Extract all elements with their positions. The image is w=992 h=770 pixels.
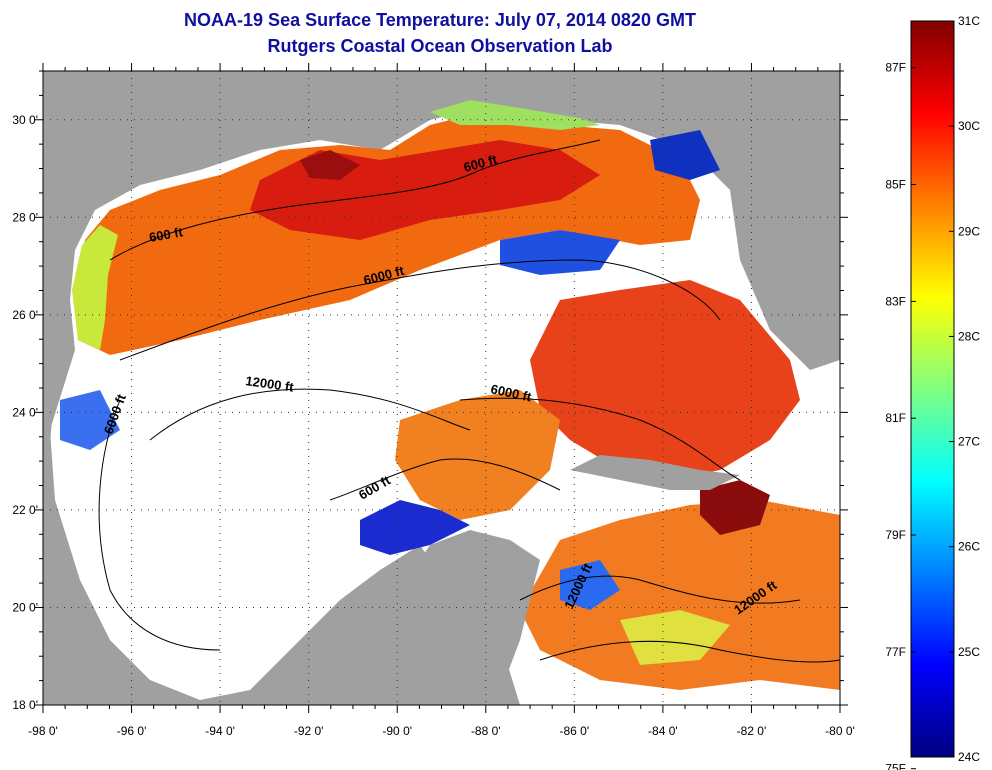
celsius-label: 28C (958, 329, 980, 343)
lat-tick-label: 22 0' (12, 503, 38, 517)
fahrenheit-label: 77F (885, 645, 906, 659)
caribbean-hot (700, 480, 770, 535)
fahrenheit-label: 81F (885, 411, 906, 425)
caribbean-blue (560, 560, 620, 610)
lon-tick-label: -98 0' (28, 724, 58, 738)
yucatan-peninsula (400, 530, 540, 705)
fahrenheit-label: 87F (885, 61, 906, 75)
contour-6000ft-east (459, 397, 741, 481)
contour-6000ft-west (98, 399, 221, 651)
lon-tick-label: -86 0' (560, 724, 590, 738)
lon-tick-label: -96 0' (117, 724, 147, 738)
cool-blue-east (650, 130, 720, 180)
lon-tick-label: -84 0' (648, 724, 678, 738)
fahrenheit-label: 83F (885, 294, 906, 308)
lat-lon-grid (43, 71, 840, 705)
lon-tick-label: -94 0' (205, 724, 235, 738)
lon-tick-label: -90 0' (382, 724, 412, 738)
temperature-colorbar: 31C 30C 29C 28C 27C 26C 25C 24C 87F 85F … (885, 14, 980, 770)
celsius-label: 31C (958, 14, 980, 28)
map-axes: -98 0' -96 0' -94 0' -92 0' -90 0' -88 0… (12, 63, 855, 738)
lon-tick-label: -88 0' (471, 724, 501, 738)
celsius-label: 30C (958, 119, 980, 133)
lat-tick-label: 28 0' (12, 210, 38, 224)
caribbean-warm (520, 500, 840, 690)
lat-tick-label: 20 0' (12, 600, 38, 614)
contour-caribbean-a (519, 575, 801, 604)
mexico-coast-west (43, 71, 120, 705)
cool-northeast-coast (430, 100, 600, 130)
contour-6000ft-north (119, 259, 721, 361)
celsius-label: 29C (958, 224, 980, 238)
celsius-label: 24C (958, 750, 980, 764)
lon-tick-label: -82 0' (737, 724, 767, 738)
lat-tick-label: 24 0' (12, 405, 38, 419)
fahrenheit-labels: 87F 85F 83F 81F 79F 77F 75F (885, 61, 906, 770)
cool-western-coast (72, 225, 118, 350)
contour-label: 600 ft (148, 224, 185, 245)
contour-600ft-campeche (329, 458, 561, 501)
fahrenheit-label: 85F (885, 178, 906, 192)
contour-caribbean-b (539, 640, 840, 663)
map-panel: 600 ft 600 ft 6000 ft 12000 ft 6000 ft 6… (43, 71, 840, 705)
florida (770, 71, 840, 360)
fahrenheit-label: 75F (885, 762, 906, 770)
celsius-label: 26C (958, 540, 980, 554)
bathymetry-contours (98, 139, 840, 663)
us-north-coast (43, 71, 840, 260)
lat-tick-label: 18 0' (12, 698, 38, 712)
lon-tick-label: -92 0' (294, 724, 324, 738)
loop-current-warm (530, 280, 800, 480)
colorbar-gradient (910, 20, 955, 758)
celsius-label: 25C (958, 645, 980, 659)
cool-blue-campeche (360, 500, 470, 555)
dark-red-spot (300, 150, 360, 180)
caribbean-yellow (620, 610, 730, 665)
contour-label: 12000 ft (245, 373, 296, 395)
longitude-axis: -98 0' -96 0' -94 0' -92 0' -90 0' -88 0… (28, 724, 855, 738)
fahrenheit-label: 79F (885, 528, 906, 542)
contour-600ft-north (109, 139, 601, 261)
cool-blue-west (60, 390, 120, 450)
contour-12000ft (149, 388, 471, 441)
latitude-axis: 30 0' 28 0' 26 0' 24 0' 22 0' 20 0' 18 0… (12, 113, 38, 712)
map-title: NOAA-19 Sea Surface Temperature: July 07… (184, 10, 696, 30)
lon-tick-label: -80 0' (825, 724, 855, 738)
lat-tick-label: 26 0' (12, 308, 38, 322)
colorbar-ticks (911, 20, 954, 770)
cuba (570, 455, 740, 490)
cool-blue-northcentral (500, 230, 620, 275)
map-subtitle: Rutgers Coastal Ocean Observation Lab (267, 36, 613, 56)
central-warm-patch (395, 390, 560, 520)
lat-tick-label: 30 0' (12, 113, 38, 127)
celsius-label: 27C (958, 435, 980, 449)
celsius-labels: 31C 30C 29C 28C 27C 26C 25C 24C (958, 14, 980, 764)
